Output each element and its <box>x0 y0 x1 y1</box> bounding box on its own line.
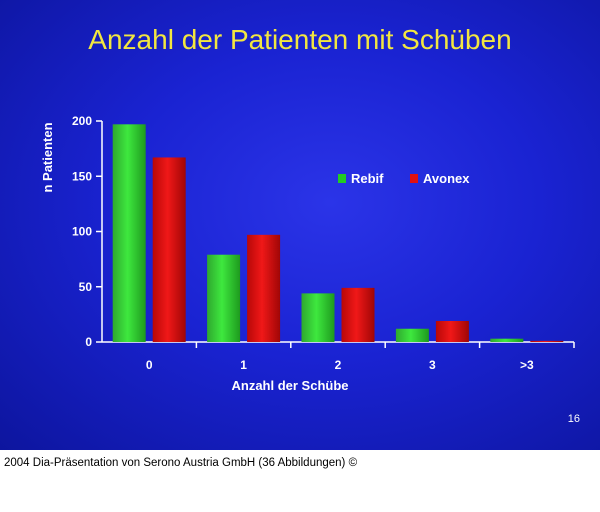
x-tick-label: 1 <box>240 358 247 372</box>
x-axis-title: Anzahl der Schübe <box>231 378 348 393</box>
image-caption: 2004 Dia-Präsentation von Serono Austria… <box>4 457 358 469</box>
bar-rebif <box>207 254 241 342</box>
bar-avonex <box>247 234 281 342</box>
y-tick-label: 200 <box>72 114 92 128</box>
x-tick-label: 0 <box>146 358 153 372</box>
legend-swatch-avonex <box>410 174 418 183</box>
bar-rebif <box>112 124 146 342</box>
legend-label-avonex: Avonex <box>423 171 470 186</box>
bar-avonex <box>341 287 375 342</box>
bar-avonex <box>152 157 186 342</box>
bar-rebif <box>490 338 524 342</box>
slide: Anzahl der Patienten mit Schüben 0 50 100 1… <box>0 0 600 450</box>
y-axis-title: n Patienten <box>40 122 55 192</box>
legend-label-rebif: Rebif <box>351 171 384 186</box>
bar-chart: 0 50 100 150 200 0 1 2 3 >3 Anzahl der Schübe n Pat… <box>40 114 564 393</box>
x-tick-label: >3 <box>520 358 534 372</box>
bar-avonex <box>435 321 469 342</box>
bar-rebif <box>301 293 335 342</box>
y-tick-label: 0 <box>85 335 92 349</box>
bar-rebif <box>395 328 429 342</box>
bar-avonex <box>530 340 564 342</box>
x-tick-label: 2 <box>335 358 342 372</box>
slide-number: 16 <box>567 413 580 425</box>
legend-swatch-rebif <box>338 174 346 183</box>
y-tick-label: 50 <box>79 280 93 294</box>
y-tick-label: 100 <box>72 225 92 239</box>
y-tick-label: 150 <box>72 169 92 183</box>
slide-title: Anzahl der Patienten mit Schüben <box>88 24 512 55</box>
x-tick-label: 3 <box>429 358 436 372</box>
